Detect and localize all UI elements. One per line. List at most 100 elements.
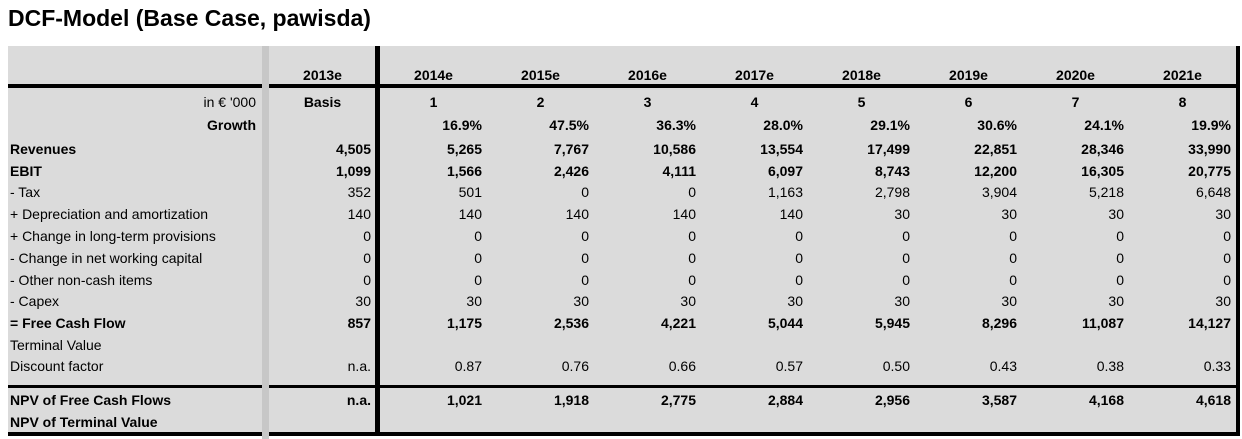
value-cell: 0.38: [1096, 358, 1124, 374]
value-cell: 0: [1116, 272, 1124, 288]
value-cell: 30: [1001, 293, 1017, 309]
value-cell: 4,618: [1195, 392, 1231, 408]
value-cell: 857: [347, 315, 371, 331]
year-header: 2013e: [303, 67, 342, 83]
value-cell: 0: [1116, 250, 1124, 266]
value-cell: 140: [672, 206, 696, 222]
value-cell: 2,956: [874, 392, 910, 408]
value-cell: 5,945: [874, 315, 910, 331]
value-cell: 24.1%: [1084, 117, 1124, 133]
period-cell: 6: [964, 94, 973, 110]
value-cell: 29.1%: [870, 117, 910, 133]
value-cell: 0: [474, 250, 482, 266]
table-row: Revenues 4,505 5,265 7,767 10,586 13,554 17,49…: [8, 138, 1240, 160]
value-cell: 0: [474, 228, 482, 244]
value-cell: 5,044: [767, 315, 803, 331]
period-cell: 2: [536, 94, 545, 110]
table-row: - Other non-cash items 0 0 0 0 0 0 0 0 0: [8, 269, 1240, 291]
value-cell: 12,200: [974, 163, 1017, 179]
value-cell: 5,265: [446, 141, 482, 157]
period-cell: 5: [857, 94, 866, 110]
npv-row: NPV of Free Cash Flows n.a. 1,021 1,918 2,77…: [8, 389, 1240, 411]
year-header: 2015e: [521, 67, 560, 83]
value-cell: 0: [474, 272, 482, 288]
value-cell: 2,884: [767, 392, 803, 408]
value-cell: 30: [1215, 293, 1231, 309]
value-cell: 36.3%: [656, 117, 696, 133]
value-cell: 0: [1116, 228, 1124, 244]
table-row: + Depreciation and amortization 140 140 140…: [8, 203, 1240, 225]
column-separator-band: [262, 46, 269, 439]
header-bottom-border: [8, 84, 1240, 88]
table-bottom-border: [8, 432, 1240, 436]
value-cell: 6,648: [1195, 184, 1231, 200]
value-cell: 30: [466, 293, 482, 309]
value-cell: 0: [688, 228, 696, 244]
value-cell: 30: [894, 206, 910, 222]
value-cell: 0.57: [775, 358, 803, 374]
table-row: - Tax 352 501 0 0 1,163 2,798 3,904 5,218 6,648: [8, 181, 1240, 203]
row-label: Terminal Value: [10, 337, 102, 353]
row-label: - Change in net working capital: [10, 250, 203, 266]
period-cell: 8: [1178, 94, 1187, 110]
npv-section-top-border: [8, 385, 1240, 388]
value-cell: 0: [1009, 250, 1017, 266]
table-row: EBIT 1,099 1,566 2,426 4,111 6,097 8,743 12,200…: [8, 160, 1240, 182]
value-cell: 30: [573, 293, 589, 309]
period-cell: 4: [750, 94, 759, 110]
value-cell: 0: [1223, 272, 1231, 288]
year-header: 2014e: [414, 67, 453, 83]
dcf-table: 2013e 2014e 2015e 2016e 2017e 2018e 2019e 2020e…: [8, 46, 1240, 436]
value-cell: 4,505: [335, 141, 371, 157]
value-cell: 0: [1009, 228, 1017, 244]
value-cell: 1,566: [446, 163, 482, 179]
value-cell: 0: [581, 228, 589, 244]
year-header: 2021e: [1163, 67, 1202, 83]
value-cell: 1,021: [446, 392, 482, 408]
value-cell: 0: [688, 272, 696, 288]
value-cell: 1,163: [767, 184, 803, 200]
table-row: Terminal Value: [8, 334, 1240, 356]
value-cell: 8,743: [874, 163, 910, 179]
unit-label: in € '000: [203, 94, 257, 110]
value-cell: 0: [902, 272, 910, 288]
value-cell: 0.50: [882, 358, 910, 374]
value-cell: 19.9%: [1191, 117, 1231, 133]
value-cell: 501: [458, 184, 482, 200]
value-cell: 140: [347, 206, 371, 222]
value-cell: 30: [1001, 206, 1017, 222]
value-cell: 14,127: [1188, 315, 1231, 331]
row-label: Discount factor: [10, 358, 104, 374]
table-row: Discount factor n.a. 0.87 0.76 0.66 0.57 0.50 0…: [8, 355, 1240, 377]
value-cell: 4,168: [1088, 392, 1124, 408]
value-cell: 2,426: [553, 163, 589, 179]
period-cell: 3: [643, 94, 652, 110]
value-cell: 30: [894, 293, 910, 309]
value-cell: 0: [1223, 228, 1231, 244]
value-cell: 2,536: [553, 315, 589, 331]
value-cell: 4,111: [662, 163, 697, 179]
value-cell: n.a.: [346, 392, 371, 408]
value-cell: 5,218: [1088, 184, 1124, 200]
value-cell: 0: [795, 250, 803, 266]
value-cell: 0: [902, 228, 910, 244]
value-cell: 30.6%: [977, 117, 1017, 133]
value-cell: 352: [347, 184, 371, 200]
table-right-border: [1236, 46, 1240, 436]
value-cell: 20,775: [1188, 163, 1231, 179]
period-cell: Basis: [303, 94, 342, 110]
value-cell: 28,346: [1081, 141, 1124, 157]
value-cell: 1,175: [446, 315, 482, 331]
period-cell: 1: [429, 94, 438, 110]
value-cell: 0: [1223, 250, 1231, 266]
npv-row: NPV of Terminal Value: [8, 411, 1240, 433]
value-cell: 10,586: [653, 141, 696, 157]
value-cell: 16.9%: [442, 117, 482, 133]
value-cell: 0: [363, 250, 371, 266]
row-label: + Change in long-term provisions: [10, 228, 216, 244]
table-row: + Change in long-term provisions 0 0 0 0 0 0 0 0…: [8, 225, 1240, 247]
value-cell: 1,099: [335, 163, 371, 179]
row-label: + Depreciation and amortization: [10, 206, 209, 222]
row-label: = Free Cash Flow: [10, 315, 126, 331]
